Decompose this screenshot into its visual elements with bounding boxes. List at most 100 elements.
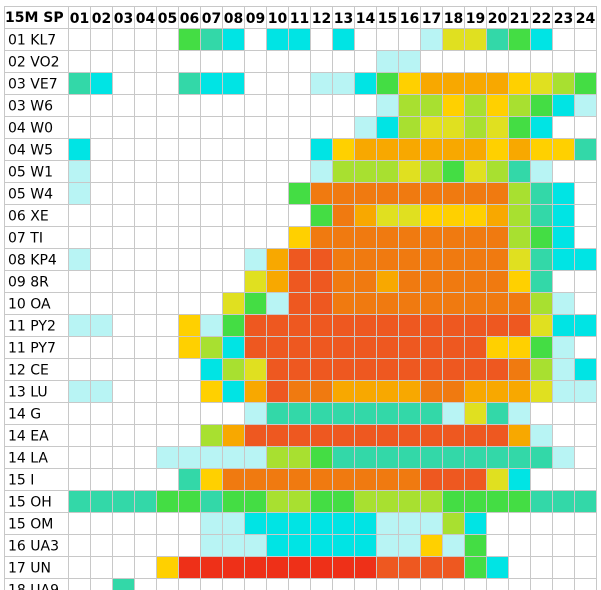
heatmap-cell — [68, 556, 91, 579]
heatmap-cell — [442, 314, 465, 337]
heatmap-cell — [178, 402, 201, 425]
row-label: 14 EA — [8, 429, 49, 445]
heatmap-cell — [244, 116, 267, 139]
heatmap-cell — [354, 248, 377, 271]
heatmap-cell — [310, 138, 333, 161]
row-label: 04 W0 — [8, 121, 53, 137]
heatmap-cell — [90, 358, 113, 381]
heatmap-cell — [90, 314, 113, 337]
heatmap-cell — [552, 28, 575, 51]
heatmap-cell — [288, 50, 311, 73]
heatmap-cell — [112, 424, 135, 447]
heatmap-cell — [288, 468, 311, 491]
heatmap-cell — [354, 336, 377, 359]
heatmap-cell — [288, 182, 311, 205]
heatmap-cell — [134, 204, 157, 227]
heatmap-cell — [464, 292, 487, 315]
heatmap-cell — [288, 534, 311, 557]
heatmap-cell — [552, 138, 575, 161]
heatmap-cell — [508, 248, 531, 271]
heatmap-cell — [90, 292, 113, 315]
heatmap-cell — [244, 160, 267, 183]
heatmap-cell — [310, 226, 333, 249]
heatmap-cell — [376, 512, 399, 535]
heatmap-cell — [244, 490, 267, 513]
heatmap-cell — [310, 204, 333, 227]
heatmap-cell — [530, 226, 553, 249]
heatmap-cell — [332, 314, 355, 337]
heatmap-cell — [310, 424, 333, 447]
heatmap-cell — [530, 160, 553, 183]
heatmap-cell — [354, 380, 377, 403]
heatmap-cell — [420, 50, 443, 73]
heatmap-cell — [266, 578, 289, 590]
heatmap-cell — [442, 72, 465, 95]
row-label: 08 KP4 — [8, 253, 57, 269]
heatmap-cell — [178, 446, 201, 469]
heatmap-cell — [310, 358, 333, 381]
heatmap-cell — [574, 446, 597, 469]
heatmap-cell — [354, 226, 377, 249]
heatmap-cell — [376, 468, 399, 491]
heatmap-cell — [464, 490, 487, 513]
heatmap-cell — [90, 578, 113, 590]
heatmap-cell — [134, 270, 157, 293]
heatmap-cell — [376, 248, 399, 271]
heatmap-cell — [574, 138, 597, 161]
heatmap-cell — [574, 248, 597, 271]
heatmap-cell — [90, 204, 113, 227]
heatmap-cell — [288, 28, 311, 51]
heatmap-cell — [244, 204, 267, 227]
heatmap-cell — [222, 314, 245, 337]
heatmap-cell — [244, 138, 267, 161]
row-label: 17 UN — [8, 561, 51, 577]
heatmap-cell — [244, 336, 267, 359]
heatmap-cell — [332, 468, 355, 491]
heatmap-cell — [574, 270, 597, 293]
heatmap-cell — [530, 182, 553, 205]
heatmap-cell — [486, 292, 509, 315]
heatmap-cell — [156, 380, 179, 403]
heatmap-cell — [310, 402, 333, 425]
heatmap-cell — [68, 50, 91, 73]
heatmap-cell — [376, 226, 399, 249]
heatmap-cell — [112, 248, 135, 271]
heatmap-cell — [552, 314, 575, 337]
heatmap-cell — [112, 490, 135, 513]
band-row: 01 KL7 — [4, 28, 597, 51]
heatmap-cell — [552, 292, 575, 315]
heatmap-cell — [288, 160, 311, 183]
heatmap-cell — [332, 226, 355, 249]
heatmap-cell — [200, 248, 223, 271]
heatmap-cell — [112, 138, 135, 161]
heatmap-cell — [200, 556, 223, 579]
heatmap-cell — [222, 578, 245, 590]
heatmap-cell — [266, 358, 289, 381]
heatmap-cell — [68, 380, 91, 403]
heatmap-cell — [442, 446, 465, 469]
heatmap-cell — [244, 446, 267, 469]
heatmap-cell — [508, 556, 531, 579]
row-label: 06 XE — [8, 209, 49, 225]
heatmap-cell — [398, 94, 421, 117]
heatmap-cell — [420, 358, 443, 381]
heatmap-cell — [354, 402, 377, 425]
heatmap-cell — [310, 512, 333, 535]
heatmap-cell — [178, 512, 201, 535]
heatmap-cell — [354, 138, 377, 161]
heatmap-cell — [574, 424, 597, 447]
heatmap-cell — [134, 468, 157, 491]
heatmap-cell — [376, 94, 399, 117]
heatmap-cell — [376, 270, 399, 293]
heatmap-cell — [266, 138, 289, 161]
heatmap-cell — [200, 336, 223, 359]
heatmap-cell — [288, 116, 311, 139]
band-row: 15 OM — [4, 512, 597, 535]
heatmap-cell — [178, 182, 201, 205]
heatmap-cell — [134, 28, 157, 51]
heatmap-cell — [266, 512, 289, 535]
heatmap-cell — [266, 556, 289, 579]
heatmap-cell — [156, 534, 179, 557]
heatmap-cell — [90, 402, 113, 425]
heatmap-cell — [134, 512, 157, 535]
